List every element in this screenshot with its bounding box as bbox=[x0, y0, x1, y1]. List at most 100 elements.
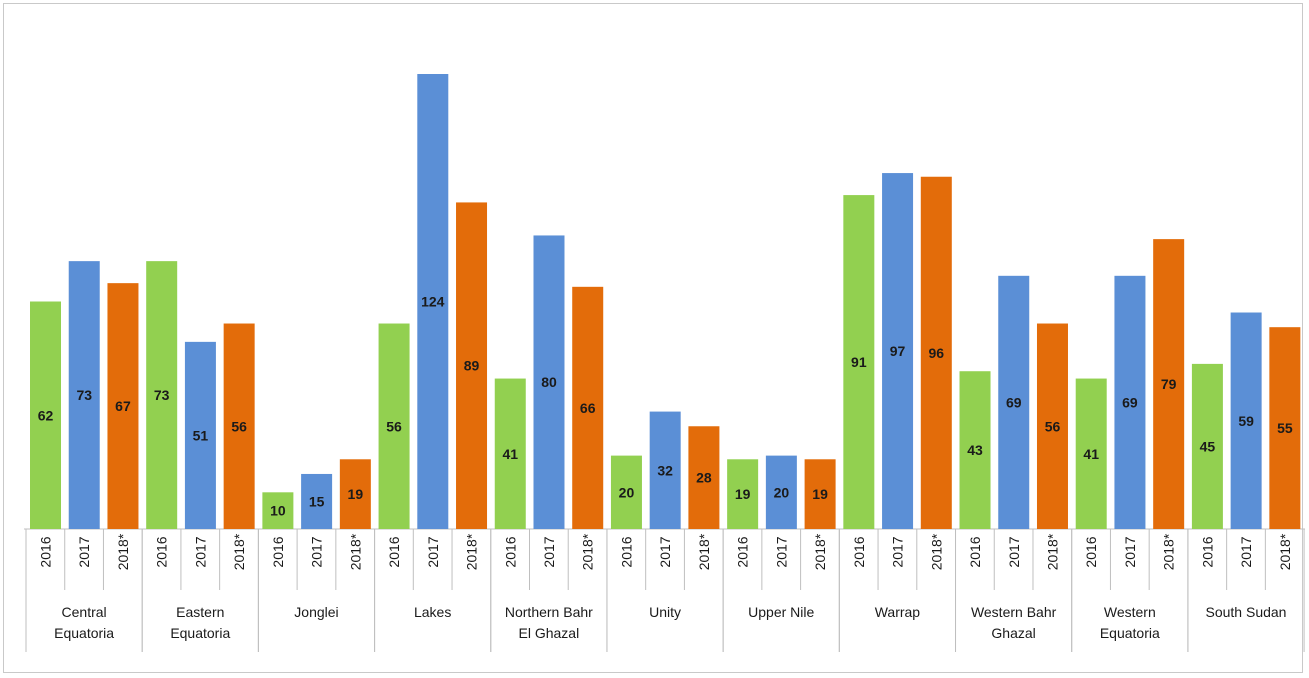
tick-label-unity-2018p: 2018* bbox=[696, 533, 712, 570]
bar-south-sudan-2018p bbox=[1269, 327, 1301, 529]
tick-label-upper-nile-2016: 2016 bbox=[735, 536, 751, 567]
bar-jonglei-2017 bbox=[301, 473, 333, 529]
tick-label-unity-2016: 2016 bbox=[618, 536, 634, 567]
data-label-eastern-equatoria-2017: 51 bbox=[193, 427, 209, 443]
tick-label-eastern-equatoria-2018p: 2018* bbox=[231, 533, 247, 570]
category-label-western-equatoria-line2: Equatoria bbox=[1100, 625, 1160, 641]
tick-label-northern-bahr-el-ghazal-2017: 2017 bbox=[541, 536, 557, 567]
data-label-south-sudan-2016: 45 bbox=[1200, 438, 1216, 454]
data-label-jonglei-2018p: 19 bbox=[348, 486, 364, 502]
tick-label-jonglei-2017: 2017 bbox=[309, 536, 325, 567]
tick-label-central-equatoria-2018p: 2018* bbox=[115, 533, 131, 570]
tick-label-warrap-2018p: 2018* bbox=[928, 533, 944, 570]
data-label-western-equatoria-2017: 69 bbox=[1122, 394, 1138, 410]
data-label-central-equatoria-2018p: 67 bbox=[115, 398, 131, 414]
bar-northern-bahr-el-ghazal-2018p bbox=[572, 286, 604, 529]
bar-unity-2018p bbox=[688, 426, 720, 529]
category-label-northern-bahr-el-ghazal-line2: El Ghazal bbox=[519, 625, 580, 641]
data-label-northern-bahr-el-ghazal-2017: 80 bbox=[541, 374, 557, 390]
bar-warrap-2016 bbox=[843, 195, 875, 529]
data-label-south-sudan-2018p: 55 bbox=[1277, 420, 1293, 436]
tick-label-south-sudan-2017: 2017 bbox=[1238, 536, 1254, 567]
data-label-central-equatoria-2017: 73 bbox=[76, 387, 92, 403]
tick-label-warrap-2016: 2016 bbox=[851, 536, 867, 567]
data-label-central-equatoria-2016: 62 bbox=[38, 407, 54, 423]
bar-central-equatoria-2018p bbox=[107, 283, 139, 529]
tick-label-jonglei-2016: 2016 bbox=[270, 536, 286, 567]
tick-label-lakes-2018p: 2018* bbox=[464, 533, 480, 570]
tick-label-upper-nile-2018p: 2018* bbox=[812, 533, 828, 570]
bar-upper-nile-2018p bbox=[804, 459, 836, 529]
bar-unity-2016 bbox=[610, 455, 642, 529]
data-label-warrap-2017: 97 bbox=[890, 343, 906, 359]
category-label-upper-nile: Upper Nile bbox=[748, 604, 814, 620]
tick-label-northern-bahr-el-ghazal-2018p: 2018* bbox=[580, 533, 596, 570]
bar-northern-bahr-el-ghazal-2017 bbox=[533, 235, 565, 530]
category-label-western-equatoria-line1: Western bbox=[1104, 604, 1156, 620]
bar-western-bahr-ghazal-2017 bbox=[998, 275, 1030, 529]
data-label-lakes-2016: 56 bbox=[386, 418, 402, 434]
bar-lakes-2016 bbox=[378, 323, 410, 529]
bar-eastern-equatoria-2018p bbox=[223, 323, 255, 529]
data-label-upper-nile-2018p: 19 bbox=[812, 486, 828, 502]
category-label-jonglei: Jonglei bbox=[294, 604, 338, 620]
tick-label-upper-nile-2017: 2017 bbox=[773, 536, 789, 567]
bar-warrap-2017 bbox=[882, 173, 914, 530]
category-label-warrap: Warrap bbox=[875, 604, 921, 620]
tick-label-western-bahr-ghazal-2018p: 2018* bbox=[1044, 533, 1060, 570]
data-label-eastern-equatoria-2016: 73 bbox=[154, 387, 170, 403]
data-label-western-bahr-ghazal-2016: 43 bbox=[967, 442, 983, 458]
tick-label-eastern-equatoria-2017: 2017 bbox=[192, 536, 208, 567]
tick-label-western-equatoria-2017: 2017 bbox=[1122, 536, 1138, 567]
bar-eastern-equatoria-2017 bbox=[184, 341, 216, 529]
tick-label-warrap-2017: 2017 bbox=[890, 536, 906, 567]
data-label-eastern-equatoria-2018p: 56 bbox=[231, 418, 247, 434]
data-label-unity-2016: 20 bbox=[619, 484, 635, 500]
data-label-jonglei-2016: 10 bbox=[270, 503, 286, 519]
tick-label-western-equatoria-2016: 2016 bbox=[1083, 536, 1099, 567]
bar-eastern-equatoria-2016 bbox=[146, 261, 178, 529]
category-label-northern-bahr-el-ghazal-line1: Northern Bahr bbox=[505, 604, 593, 620]
category-label-central-equatoria-line1: Central bbox=[62, 604, 107, 620]
tick-label-south-sudan-2016: 2016 bbox=[1199, 536, 1215, 567]
bar-central-equatoria-2016 bbox=[30, 301, 61, 529]
data-label-warrap-2016: 91 bbox=[851, 354, 867, 370]
bar-warrap-2018p bbox=[920, 176, 952, 529]
data-label-western-equatoria-2018p: 79 bbox=[1161, 376, 1177, 392]
data-label-western-equatoria-2016: 41 bbox=[1083, 446, 1099, 462]
data-label-upper-nile-2017: 20 bbox=[774, 484, 790, 500]
data-label-south-sudan-2017: 59 bbox=[1238, 413, 1254, 429]
bar-south-sudan-2016 bbox=[1191, 363, 1223, 529]
category-label-central-equatoria-line2: Equatoria bbox=[54, 625, 114, 641]
tick-label-central-equatoria-2017: 2017 bbox=[76, 536, 92, 567]
data-label-unity-2017: 32 bbox=[657, 462, 673, 478]
bar-unity-2017 bbox=[649, 411, 681, 529]
data-label-upper-nile-2016: 19 bbox=[735, 486, 751, 502]
bar-western-bahr-ghazal-2016 bbox=[959, 371, 991, 529]
data-label-western-bahr-ghazal-2018p: 56 bbox=[1045, 418, 1061, 434]
data-label-unity-2018p: 28 bbox=[696, 470, 712, 486]
data-label-northern-bahr-el-ghazal-2016: 41 bbox=[502, 446, 518, 462]
data-label-warrap-2018p: 96 bbox=[929, 345, 945, 361]
bar-upper-nile-2016 bbox=[727, 459, 759, 529]
category-label-lakes: Lakes bbox=[414, 604, 451, 620]
bar-western-bahr-ghazal-2018p bbox=[1036, 323, 1068, 529]
tick-label-western-equatoria-2018p: 2018* bbox=[1161, 533, 1177, 570]
category-label-eastern-equatoria-line2: Equatoria bbox=[170, 625, 230, 641]
tick-label-lakes-2016: 2016 bbox=[386, 536, 402, 567]
tick-label-western-bahr-ghazal-2017: 2017 bbox=[1006, 536, 1022, 567]
data-label-lakes-2018p: 89 bbox=[464, 358, 480, 374]
category-label-unity: Unity bbox=[649, 604, 681, 620]
bar-lakes-2017 bbox=[417, 74, 449, 529]
tick-label-western-bahr-ghazal-2016: 2016 bbox=[967, 536, 983, 567]
tick-label-jonglei-2018p: 2018* bbox=[347, 533, 363, 570]
tick-label-unity-2017: 2017 bbox=[657, 536, 673, 567]
category-label-eastern-equatoria-line1: Eastern bbox=[176, 604, 224, 620]
bar-upper-nile-2017 bbox=[765, 455, 797, 529]
category-label-western-bahr-ghazal-line1: Western Bahr bbox=[971, 604, 1057, 620]
tick-label-northern-bahr-el-ghazal-2016: 2016 bbox=[502, 536, 518, 567]
data-label-lakes-2017: 124 bbox=[421, 294, 445, 310]
data-label-northern-bahr-el-ghazal-2018p: 66 bbox=[580, 400, 596, 416]
category-label-south-sudan: South Sudan bbox=[1206, 604, 1287, 620]
